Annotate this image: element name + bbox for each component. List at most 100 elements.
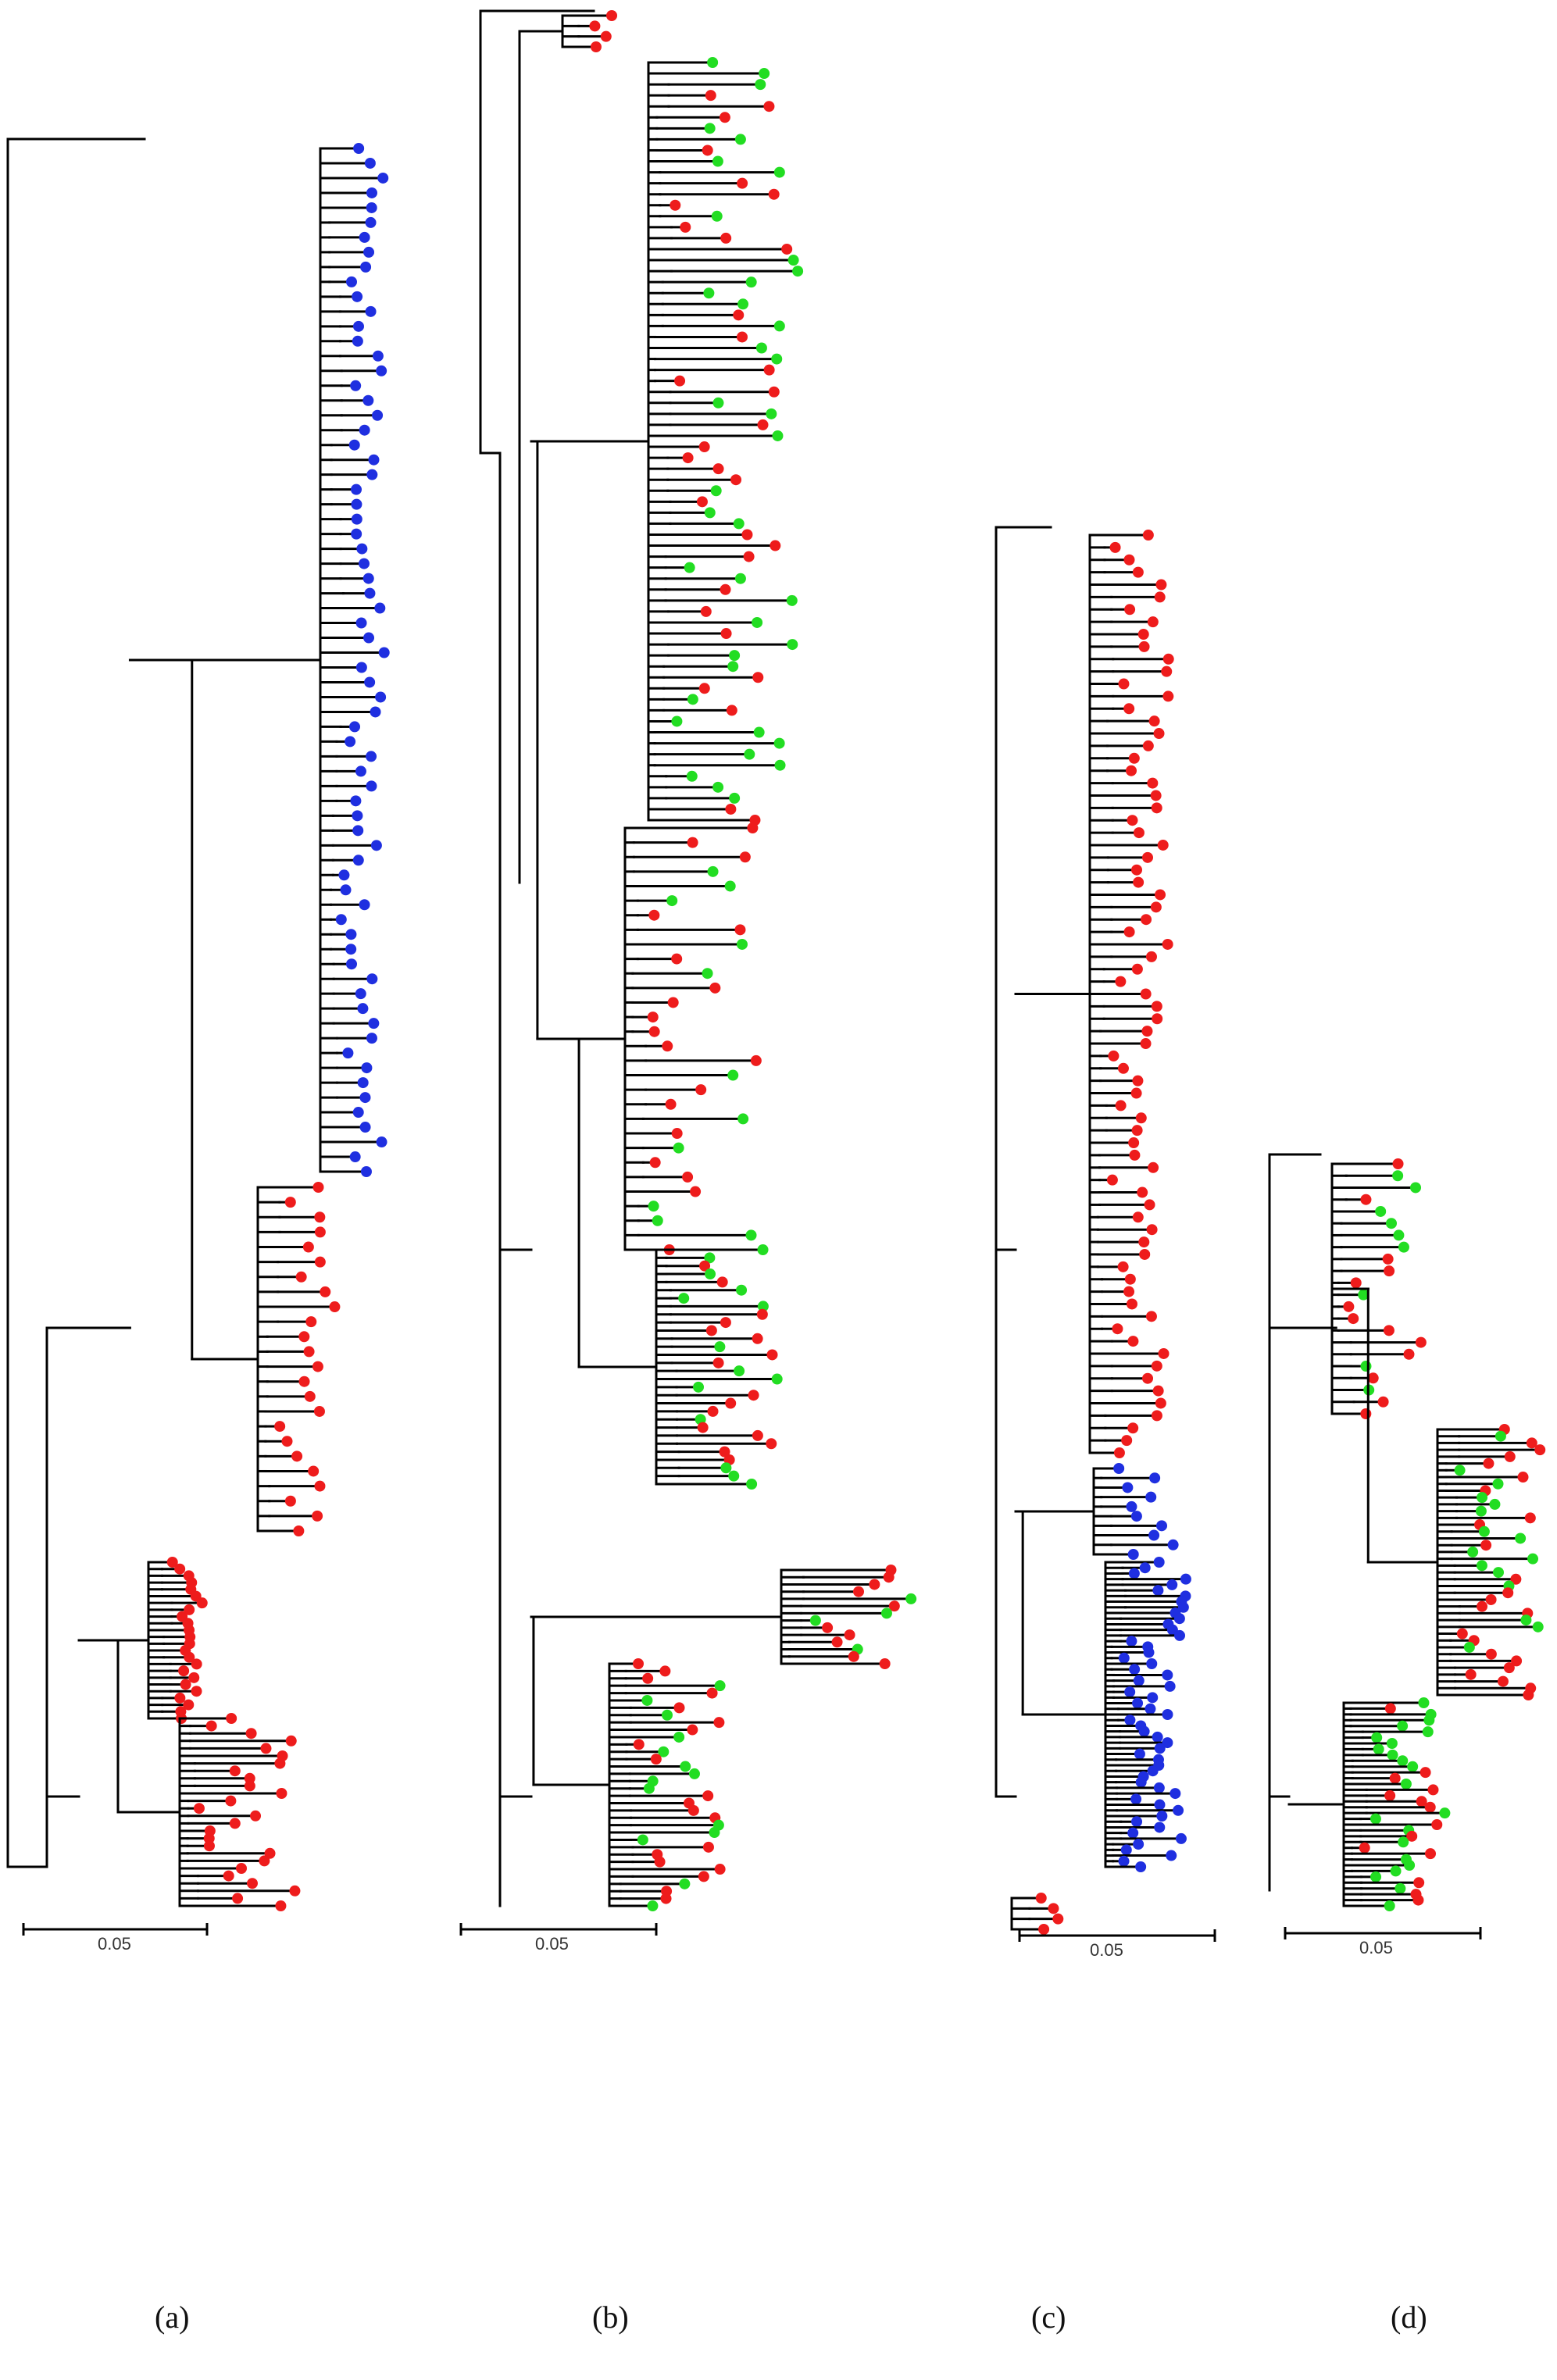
leaf-marker (351, 513, 362, 525)
leaf-marker (696, 496, 708, 508)
leaf-marker (1526, 1437, 1537, 1449)
leaf-marker (1370, 1871, 1382, 1882)
leaf-marker (174, 1692, 186, 1704)
leaf-marker (1131, 1816, 1143, 1828)
leaf-marker (1141, 914, 1152, 926)
leaf-marker (276, 1788, 287, 1799)
leaf-marker (637, 1834, 648, 1846)
leaf-marker (684, 562, 695, 573)
leaf-marker (1135, 1861, 1147, 1872)
leaf-marker (752, 616, 763, 628)
leaf-marker (682, 452, 694, 464)
leaf-marker (766, 408, 777, 419)
leaf-marker (1123, 703, 1135, 715)
leaf-marker (673, 1702, 685, 1714)
leaf-marker (342, 1047, 354, 1059)
leaf-marker (1112, 1323, 1123, 1335)
leaf-marker (364, 587, 376, 599)
leaf-marker (712, 155, 723, 167)
leaf-marker (1139, 1562, 1151, 1574)
leaf-marker (1439, 1807, 1451, 1819)
leaf-marker (1138, 1725, 1150, 1737)
leaf-marker (1173, 1613, 1185, 1625)
leaf-marker (702, 1841, 714, 1853)
leaf-marker (712, 463, 724, 475)
leaf-marker (245, 1728, 257, 1740)
leaf-marker (335, 914, 347, 926)
leaf-marker (705, 90, 716, 102)
leaf-marker (647, 1012, 659, 1023)
leaf-marker (359, 1122, 371, 1133)
leaf-marker (356, 543, 368, 555)
leaf-marker (1162, 1709, 1173, 1720)
leaf-marker (687, 1804, 699, 1816)
leaf-marker (1154, 1799, 1166, 1811)
leaf-marker (1153, 728, 1165, 740)
leaf-marker (712, 1357, 724, 1368)
leaf-marker (869, 1579, 880, 1590)
leaf-marker (1145, 1491, 1157, 1503)
leaf-marker (350, 380, 362, 391)
leaf-marker (338, 869, 350, 881)
leaf-marker (320, 1286, 331, 1297)
leaf-marker (1370, 1813, 1381, 1825)
leaf-marker (652, 1215, 663, 1226)
leaf-marker (1423, 1715, 1435, 1726)
leaf-marker (747, 822, 759, 833)
leaf-marker (281, 1436, 293, 1447)
leaf-marker (695, 1084, 707, 1096)
panel-label-d: (d) (1391, 2300, 1427, 2335)
leaf-marker (1384, 1900, 1395, 1911)
leaf-marker (1515, 1533, 1527, 1544)
leaf-marker (1132, 566, 1144, 578)
leaf-marker (1137, 629, 1149, 640)
leaf-marker (351, 498, 362, 510)
leaf-marker (291, 1450, 303, 1462)
leaf-marker (361, 1062, 373, 1074)
leaf-marker (1147, 1765, 1159, 1777)
leaf-marker (1395, 1882, 1406, 1894)
scale-bar-label-d: 0.05 (1359, 1938, 1393, 1957)
leaf-marker (1483, 1458, 1495, 1469)
leaf-marker (352, 1107, 364, 1119)
leaf-marker (1489, 1498, 1501, 1510)
leaf-marker (365, 305, 377, 317)
leaf-marker (1384, 1703, 1396, 1715)
leaf-marker (687, 1724, 698, 1736)
leaf-marker (1133, 1675, 1145, 1686)
leaf-marker (702, 1790, 714, 1802)
leaf-marker (771, 353, 783, 365)
leaf-marker (314, 1256, 326, 1268)
leaf-marker (745, 277, 757, 288)
leaf-marker (787, 255, 799, 266)
leaf-marker (188, 1672, 200, 1683)
leaf-marker (1131, 1125, 1143, 1136)
leaf-marker (235, 1863, 247, 1874)
leaf-marker (680, 1761, 691, 1772)
leaf-marker (366, 780, 377, 792)
leaf-marker (1151, 802, 1162, 814)
leaf-marker (184, 1604, 195, 1615)
leaf-marker (1463, 1641, 1475, 1653)
leaf-marker (345, 929, 357, 940)
leaf-marker (360, 1166, 372, 1177)
leaf-marker (1360, 1361, 1372, 1372)
leaf-marker (1485, 1648, 1497, 1660)
leaf-marker (680, 221, 691, 233)
leaf-marker (308, 1465, 320, 1477)
leaf-marker (203, 1840, 215, 1852)
leaf-marker (298, 1376, 310, 1387)
leaf-marker (314, 1226, 326, 1238)
leaf-marker (707, 57, 719, 68)
leaf-marker (678, 1293, 690, 1304)
leaf-marker (1123, 554, 1135, 566)
leaf-marker (1476, 1560, 1487, 1572)
leaf-marker (1115, 1100, 1127, 1111)
leaf-marker (260, 1743, 272, 1754)
leaf-marker (274, 1421, 286, 1433)
leaf-marker (698, 441, 710, 453)
leaf-marker (809, 1615, 821, 1626)
leaf-marker (1128, 1137, 1140, 1149)
leaf-marker (1133, 876, 1145, 888)
